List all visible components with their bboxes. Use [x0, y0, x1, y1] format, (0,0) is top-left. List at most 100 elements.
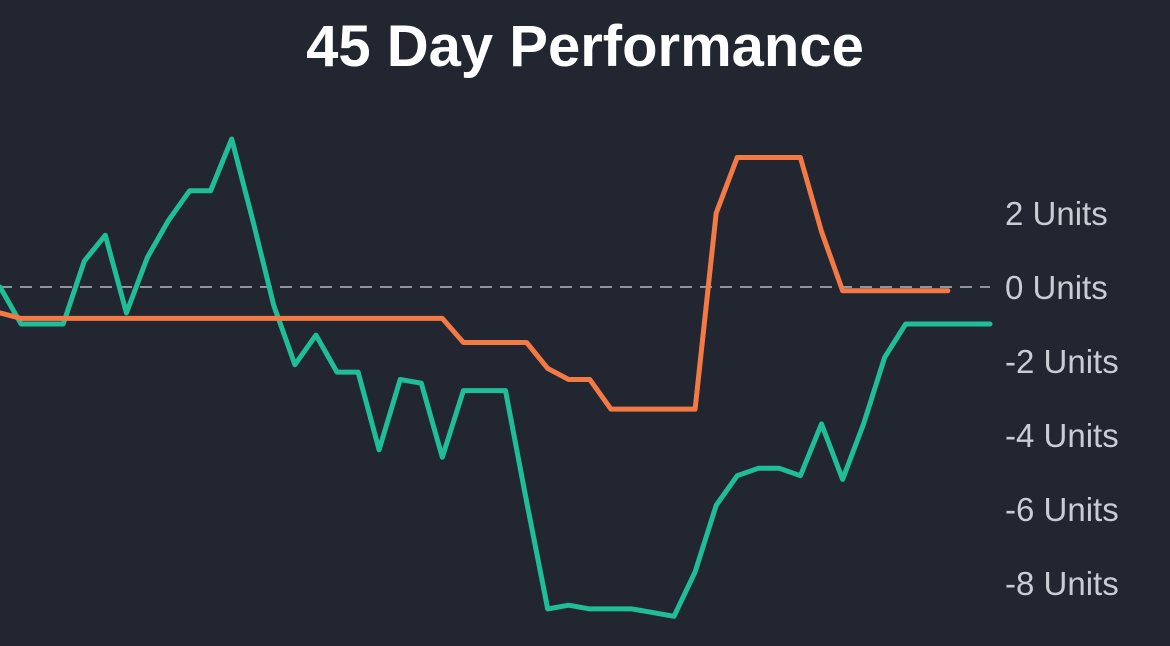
- series-1-point: [189, 190, 190, 191]
- series-1-point: [905, 324, 906, 325]
- series-2-point: [21, 318, 22, 319]
- series-2-point: [337, 318, 338, 319]
- series-1-point: [505, 390, 506, 391]
- series-2-point: [674, 409, 675, 410]
- series-1-point: [126, 312, 127, 313]
- series-2-point: [484, 342, 485, 343]
- series-2-point: [252, 318, 253, 319]
- series-2-point: [716, 213, 717, 214]
- series-1-point: [63, 324, 64, 325]
- series-1-point: [379, 449, 380, 450]
- series-2-point: [653, 409, 654, 410]
- series-1-point: [210, 190, 211, 191]
- series-1-point: [547, 608, 548, 609]
- series-2-point: [526, 342, 527, 343]
- series-2-point: [884, 290, 885, 291]
- series-2-line: [0, 155, 951, 412]
- series-2-point: [863, 290, 864, 291]
- y-tick-label: 0 Units: [1005, 269, 1108, 306]
- series-2-point: [779, 157, 780, 158]
- series-2-point: [800, 157, 801, 158]
- series-2-point: [168, 318, 169, 319]
- series-2-point: [273, 318, 274, 319]
- series-2-point: [294, 318, 295, 319]
- series-2-point: [737, 157, 738, 158]
- series-2-point: [505, 342, 506, 343]
- series-1-point: [653, 612, 654, 613]
- series-1-point: [716, 505, 717, 506]
- series-1-point: [821, 423, 822, 424]
- series-1-point: [695, 571, 696, 572]
- series-1-point: [884, 357, 885, 358]
- series-2-point: [463, 342, 464, 343]
- series-2-point: [126, 318, 127, 319]
- series-1-point: [926, 324, 927, 325]
- series-1-point: [147, 257, 148, 258]
- series-2-point: [105, 318, 106, 319]
- series-2-point: [589, 379, 590, 380]
- series-2-point: [442, 318, 443, 319]
- series-2-point: [210, 318, 211, 319]
- series-1-point: [316, 335, 317, 336]
- series-1-point: [737, 475, 738, 476]
- series-2-point: [379, 318, 380, 319]
- series-2-point: [316, 318, 317, 319]
- series-2-point: [758, 157, 759, 158]
- y-tick-label: -6 Units: [1005, 491, 1119, 528]
- y-axis-tick-labels: 2 Units 0 Units -2 Units -4 Units -6 Units -8…: [1005, 195, 1119, 602]
- series-2-point: [400, 318, 401, 319]
- series-2-point: [610, 409, 611, 410]
- series-2-point: [84, 318, 85, 319]
- series-1-point: [294, 364, 295, 365]
- series-2-point: [842, 290, 843, 291]
- series-1-line: [0, 136, 993, 619]
- series-1-point: [463, 390, 464, 391]
- series-2-point: [42, 318, 43, 319]
- series-2-point: [231, 318, 232, 319]
- series-1-point: [337, 372, 338, 373]
- series-1-point: [105, 235, 106, 236]
- series-1-point: [400, 379, 401, 380]
- series-1-point: [168, 220, 169, 221]
- series-1-point: [631, 608, 632, 609]
- chart-title: 45 Day Performance: [306, 14, 864, 79]
- series-2-point: [695, 409, 696, 410]
- y-tick-label: -8 Units: [1005, 565, 1119, 602]
- series-1-point: [21, 324, 22, 325]
- series-2-point: [905, 290, 906, 291]
- series-1-point: [526, 501, 527, 502]
- series-1-point: [442, 457, 443, 458]
- series-1-point: [968, 324, 969, 325]
- series-layer: [0, 136, 993, 619]
- series-1-point: [779, 468, 780, 469]
- series-1: [0, 136, 993, 619]
- series-1-point: [568, 605, 569, 606]
- series-2-point: [358, 318, 359, 319]
- series-2-point: [821, 231, 822, 232]
- series-1-point: [231, 139, 232, 140]
- series-1-point: [42, 324, 43, 325]
- series-2-point: [189, 318, 190, 319]
- series-1-point: [674, 616, 675, 617]
- series-2-point: [63, 318, 64, 319]
- series-1-point: [610, 608, 611, 609]
- series-1-point: [358, 372, 359, 373]
- series-2-point: [947, 290, 948, 291]
- series-2-point: [631, 409, 632, 410]
- series-2-point: [147, 318, 148, 319]
- series-1-point: [484, 390, 485, 391]
- series-2-point: [421, 318, 422, 319]
- series-2-point: [926, 290, 927, 291]
- series-1-point: [800, 475, 801, 476]
- series-2: [0, 155, 951, 412]
- y-tick-label: 2 Units: [1005, 195, 1108, 232]
- series-2-point: [568, 379, 569, 380]
- series-1-point: [758, 468, 759, 469]
- series-1-point: [863, 423, 864, 424]
- y-tick-label: -4 Units: [1005, 417, 1119, 454]
- series-1-point: [842, 479, 843, 480]
- series-1-point: [421, 383, 422, 384]
- series-1-point: [947, 324, 948, 325]
- series-1-point: [252, 220, 253, 221]
